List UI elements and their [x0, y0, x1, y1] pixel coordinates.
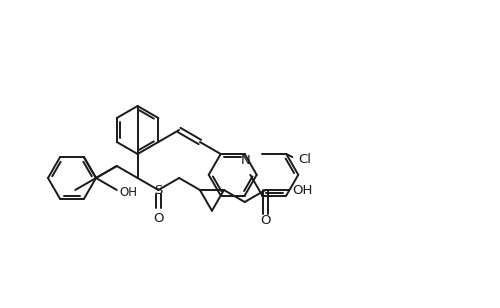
Text: OH: OH: [292, 184, 312, 197]
Text: N: N: [241, 155, 250, 168]
Text: S: S: [154, 184, 162, 197]
Text: O: O: [153, 212, 164, 225]
Text: O: O: [260, 214, 270, 228]
Text: Cl: Cl: [298, 153, 311, 167]
Text: OH: OH: [120, 185, 138, 198]
